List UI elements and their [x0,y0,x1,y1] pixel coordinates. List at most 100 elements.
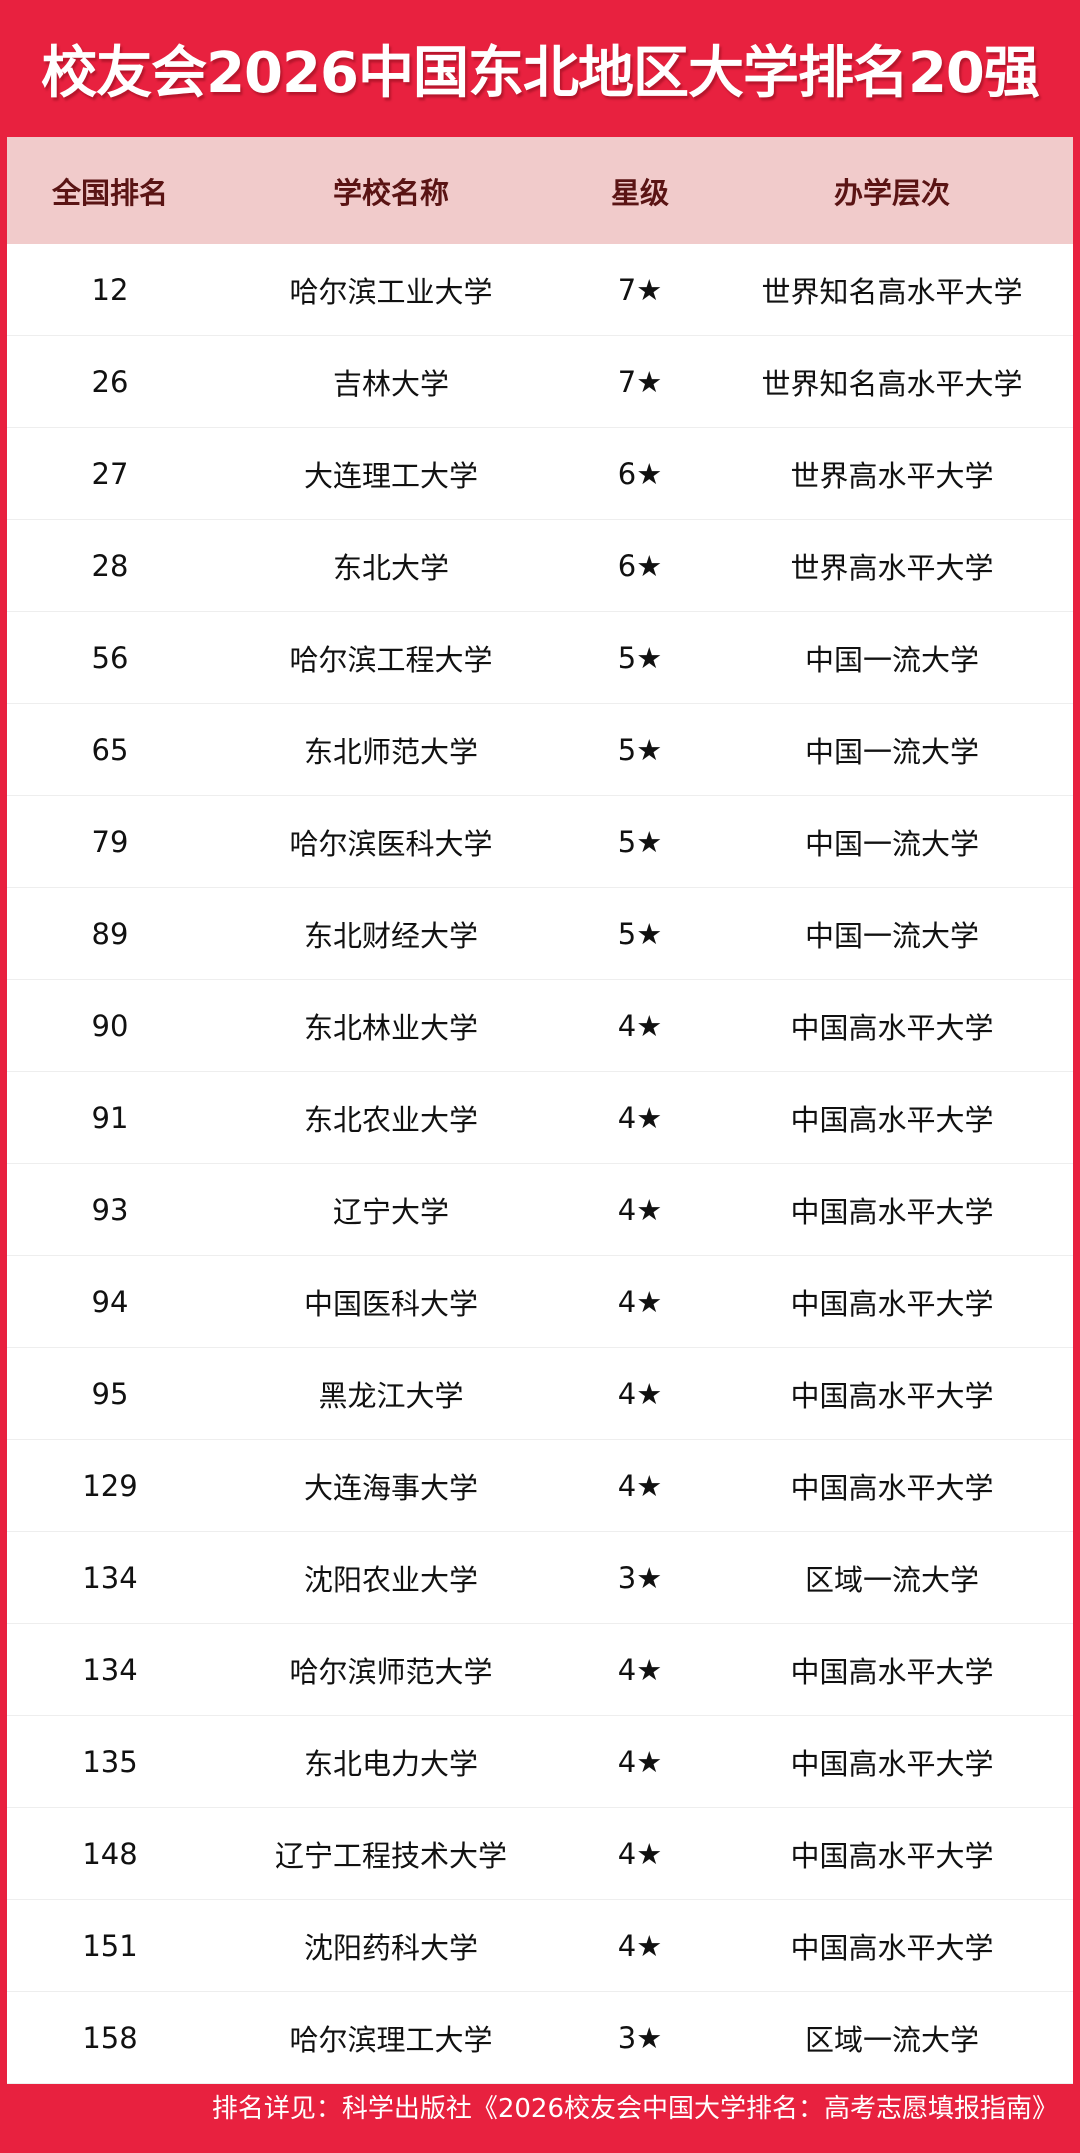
table-row: 158 哈尔滨理工大学 3★ 区域一流大学 [7,1992,1073,2084]
level-cell: 中国高水平大学 [790,1010,994,1045]
rank-cell: 27 [91,456,129,491]
level-cell: 中国高水平大学 [790,1194,994,1229]
table-row: 93 辽宁大学 4★ 中国高水平大学 [7,1164,1073,1256]
level-cell: 中国高水平大学 [790,1654,994,1689]
school-name-cell: 大连理工大学 [303,458,478,493]
page-title: 校友会2026中国东北地区大学排名20强 [41,41,1040,106]
level-cell: 中国一流大学 [804,918,979,953]
rank-cell: 148 [82,1836,138,1871]
rank-cell: 90 [91,1008,129,1043]
school-name-cell: 大连海事大学 [303,1470,478,1505]
table-row: 95 黑龙江大学 4★ 中国高水平大学 [7,1348,1073,1440]
table-row: 134 哈尔滨师范大学 4★ 中国高水平大学 [7,1624,1073,1716]
star-rating-cell: 5★ [617,916,663,951]
rank-cell: 134 [82,1560,138,1595]
table-row: 28 东北大学 6★ 世界高水平大学 [7,520,1073,612]
school-name-cell: 东北师范大学 [303,734,478,769]
rank-cell: 151 [82,1928,138,1963]
star-rating-cell: 4★ [617,1100,663,1135]
rank-cell: 129 [82,1468,138,1503]
level-cell: 中国一流大学 [804,826,979,861]
ranking-table: 全国排名 学校名称 星级 办学层次 12 哈尔滨工业大学 7★ 世界知名高水平大学 26… [7,137,1073,2084]
level-cell: 区域一流大学 [804,1562,979,1597]
star-rating-cell: 4★ [617,1192,663,1227]
school-name-cell: 东北财经大学 [303,918,478,953]
star-rating-cell: 4★ [617,1468,663,1503]
rank-cell: 158 [82,2020,138,2055]
rank-cell: 65 [91,732,129,767]
level-cell: 世界知名高水平大学 [761,274,1023,309]
school-name-cell: 哈尔滨工程大学 [289,642,493,677]
star-rating-cell: 4★ [617,1008,663,1043]
level-cell: 中国一流大学 [804,642,979,677]
school-name-cell: 沈阳药科大学 [303,1930,478,1965]
source-note: 排名详见：科学出版社《2026校友会中国大学排名：高考志愿填报指南》 [211,2094,1058,2124]
star-rating-cell: 5★ [617,640,663,675]
table-row: 148 辽宁工程技术大学 4★ 中国高水平大学 [7,1808,1073,1900]
star-rating-cell: 6★ [617,548,663,583]
rank-cell: 93 [91,1192,129,1227]
star-rating-cell: 4★ [617,1284,663,1319]
school-name-cell: 黑龙江大学 [318,1378,464,1413]
table-row: 134 沈阳农业大学 3★ 区域一流大学 [7,1532,1073,1624]
star-rating-cell: 4★ [617,1744,663,1779]
rank-cell: 26 [91,364,129,399]
level-cell: 中国高水平大学 [790,1930,994,1965]
table-row: 129 大连海事大学 4★ 中国高水平大学 [7,1440,1073,1532]
column-header-level: 办学层次 [833,175,950,210]
rank-cell: 28 [91,548,129,583]
school-name-cell: 哈尔滨医科大学 [289,826,493,861]
star-rating-cell: 3★ [617,2020,663,2055]
table-row: 56 哈尔滨工程大学 5★ 中国一流大学 [7,612,1073,704]
school-name-cell: 辽宁工程技术大学 [274,1838,507,1873]
column-header-school: 学校名称 [332,175,449,210]
rank-cell: 91 [91,1100,129,1135]
level-cell: 中国高水平大学 [790,1286,994,1321]
column-header-stars: 星级 [610,175,669,210]
star-rating-cell: 7★ [617,272,663,307]
school-name-cell: 东北农业大学 [303,1102,478,1137]
table-row: 135 东北电力大学 4★ 中国高水平大学 [7,1716,1073,1808]
level-cell: 中国高水平大学 [790,1102,994,1137]
rank-cell: 135 [82,1744,138,1779]
rank-cell: 94 [91,1284,129,1319]
school-name-cell: 哈尔滨工业大学 [289,274,493,309]
table-row: 91 东北农业大学 4★ 中国高水平大学 [7,1072,1073,1164]
school-name-cell: 吉林大学 [332,366,449,401]
school-name-cell: 辽宁大学 [332,1194,449,1229]
rank-cell: 89 [91,916,129,951]
table-row: 89 东北财经大学 5★ 中国一流大学 [7,888,1073,980]
table-header: 全国排名 学校名称 星级 办学层次 [7,137,1073,244]
rank-cell: 79 [91,824,129,859]
star-rating-cell: 7★ [617,364,663,399]
table-row: 26 吉林大学 7★ 世界知名高水平大学 [7,336,1073,428]
level-cell: 中国高水平大学 [790,1838,994,1873]
star-rating-cell: 4★ [617,1652,663,1687]
level-cell: 中国高水平大学 [790,1746,994,1781]
column-header-rank: 全国排名 [51,175,168,210]
level-cell: 中国高水平大学 [790,1470,994,1505]
star-rating-cell: 4★ [617,1836,663,1871]
school-name-cell: 哈尔滨理工大学 [289,2022,493,2057]
table-row: 12 哈尔滨工业大学 7★ 世界知名高水平大学 [7,244,1073,336]
star-rating-cell: 4★ [617,1928,663,1963]
star-rating-cell: 3★ [617,1560,663,1595]
table-row: 90 东北林业大学 4★ 中国高水平大学 [7,980,1073,1072]
school-name-cell: 哈尔滨师范大学 [289,1654,493,1689]
school-name-cell: 东北电力大学 [303,1746,478,1781]
school-name-cell: 东北林业大学 [303,1010,478,1045]
rank-cell: 134 [82,1652,138,1687]
rank-cell: 56 [91,640,129,675]
school-name-cell: 东北大学 [332,550,449,585]
table-row: 94 中国医科大学 4★ 中国高水平大学 [7,1256,1073,1348]
star-rating-cell: 5★ [617,824,663,859]
school-name-cell: 沈阳农业大学 [303,1562,478,1597]
rank-cell: 95 [91,1376,129,1411]
rank-cell: 12 [91,272,129,307]
level-cell: 区域一流大学 [804,2022,979,2057]
school-name-cell: 中国医科大学 [303,1286,478,1321]
level-cell: 中国一流大学 [804,734,979,769]
level-cell: 世界高水平大学 [790,458,994,493]
star-rating-cell: 4★ [617,1376,663,1411]
star-rating-cell: 5★ [617,732,663,767]
